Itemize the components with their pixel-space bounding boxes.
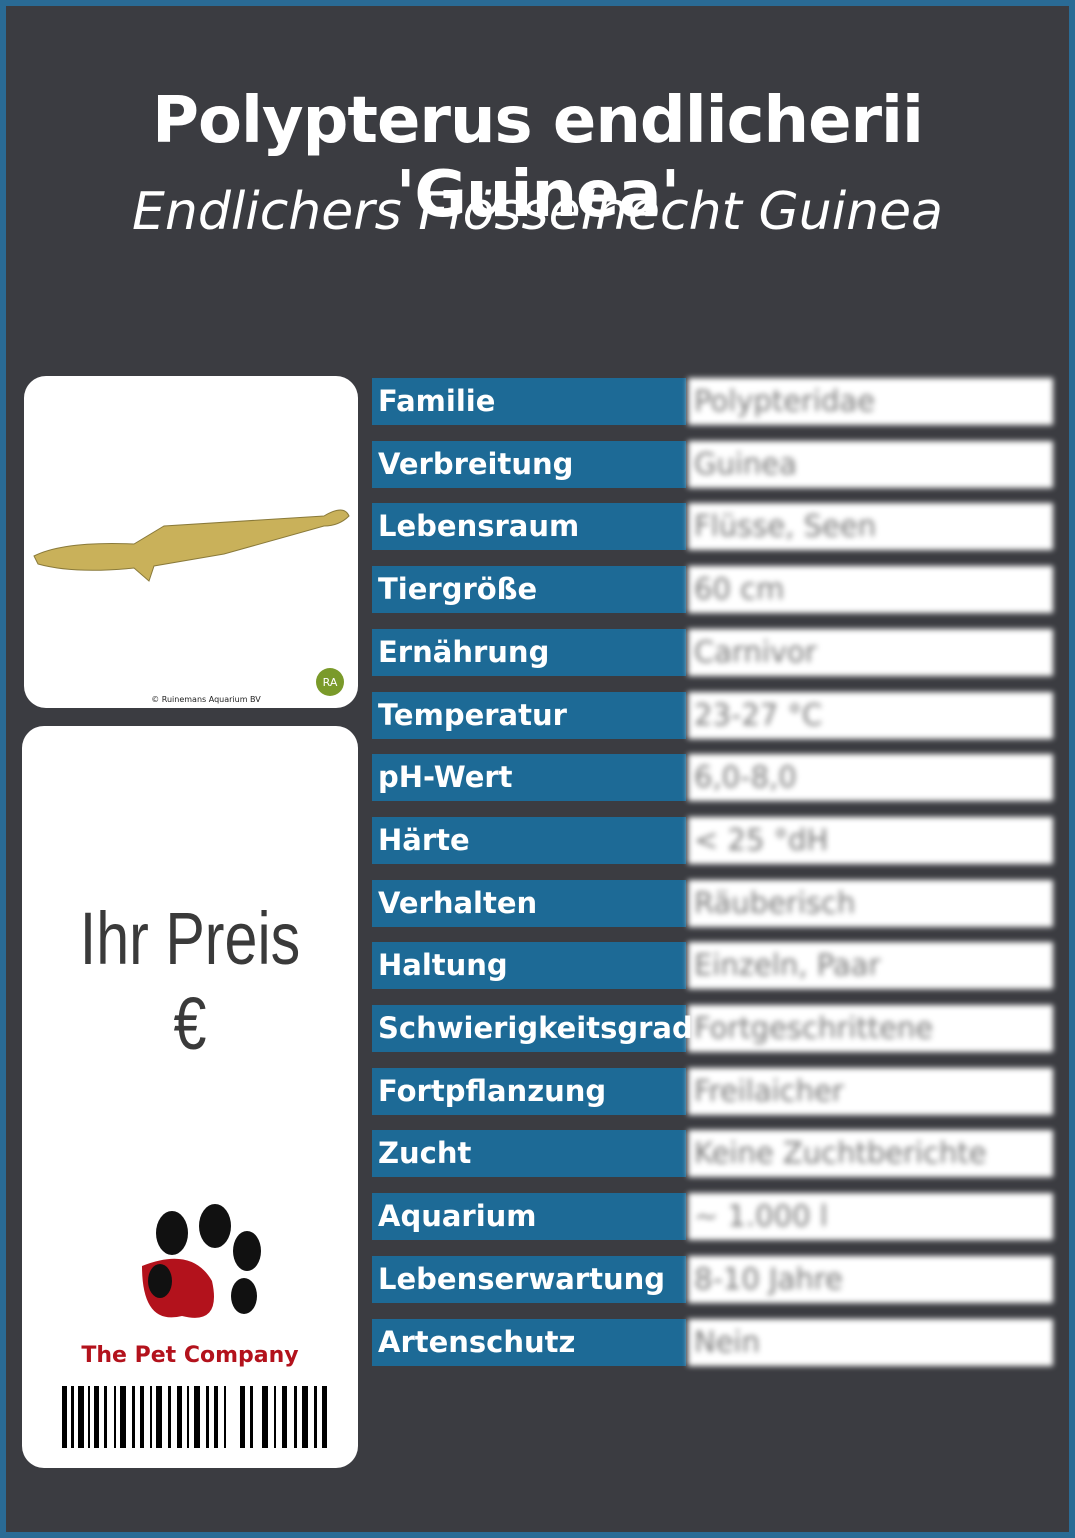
credit: © Ruinemans Aquarium BV — [151, 695, 261, 704]
row-label: Temperatur — [372, 691, 686, 739]
row-value: ~ 1.000 l — [688, 1193, 1053, 1241]
row-value: 60 cm — [688, 566, 1053, 614]
table-row: Verhalten Räuberisch — [372, 879, 1053, 927]
table-row: Lebensraum Flüsse, Seen — [372, 503, 1053, 551]
table-row: Lebenserwartung 8-10 Jahre — [372, 1255, 1053, 1303]
row-label: pH-Wert — [372, 754, 686, 802]
row-label: Härte — [372, 816, 686, 864]
row-label: Verhalten — [372, 879, 686, 927]
row-value: Nein — [688, 1318, 1053, 1366]
row-label: Schwierigkeitsgrad — [372, 1005, 693, 1052]
logo: RA — [323, 676, 338, 689]
row-value: 6,0-8,0 — [688, 754, 1053, 802]
table-row: Temperatur 23-27 °C — [372, 691, 1053, 739]
row-label: Verbreitung — [372, 440, 686, 488]
row-value: Carnivor — [688, 628, 1053, 676]
brand-graphics: The Pet Company — [62, 1204, 327, 1448]
row-label: Aquarium — [372, 1193, 686, 1241]
row-label: Lebenserwartung — [372, 1255, 686, 1303]
row-label: Artenschutz — [372, 1318, 686, 1366]
table-row: Härte < 25 °dH — [372, 816, 1053, 864]
row-label: Haltung — [372, 942, 686, 990]
table-row: Verbreitung Guinea — [372, 440, 1053, 488]
row-label: Lebensraum — [372, 503, 686, 551]
row-label: Ernährung — [372, 628, 686, 676]
table-row: Aquarium ~ 1.000 l — [372, 1193, 1053, 1241]
table-row: Artenschutz Nein — [372, 1318, 1053, 1366]
subtitle: Endlichers Flösselhecht Guinea — [132, 182, 943, 242]
row-value: < 25 °dH — [688, 816, 1053, 864]
row-value: Keine Zuchtberichte — [688, 1130, 1053, 1178]
row-value: Räuberisch — [688, 879, 1053, 927]
table-row: Schwierigkeitsgrad Fortgeschrittene — [372, 1005, 1053, 1052]
table-row: pH-Wert 6,0-8,0 — [372, 754, 1053, 802]
row-value: Fortgeschrittene — [688, 1005, 1053, 1052]
brand-name: The Pet Company — [81, 1343, 298, 1368]
row-value: 23-27 °C — [688, 691, 1053, 739]
row-label: Tiergröße — [372, 566, 686, 614]
price-card: The Pet Company Ihr Preis € — [22, 726, 358, 1468]
table-row: Ernährung Carnivor — [372, 628, 1053, 676]
price-label: Ihr Preis € — [79, 897, 301, 1065]
table-row: Familie Polypteridae — [372, 378, 1053, 425]
photo-card: RA © Ruinemans Aquarium BV — [24, 376, 358, 708]
title: Polypterus endlicherii 'Guinea' — [152, 84, 924, 232]
row-value: Guinea — [688, 440, 1053, 488]
row-label: Zucht — [372, 1130, 686, 1178]
row-value: Polypteridae — [688, 378, 1053, 425]
table-row: Zucht Keine Zuchtberichte — [372, 1130, 1053, 1178]
table-row: Haltung Einzeln, Paar — [372, 942, 1053, 990]
table-row: Tiergröße 60 cm — [372, 566, 1053, 614]
row-label: Fortpflanzung — [372, 1067, 686, 1115]
table-row: Fortpflanzung Freilaicher — [372, 1067, 1053, 1115]
row-value: Freilaicher — [688, 1067, 1053, 1115]
row-label: Familie — [372, 378, 686, 425]
row-value: Flüsse, Seen — [688, 503, 1053, 551]
fish-image: RA © Ruinemans Aquarium BV — [33, 509, 350, 704]
row-value: Einzeln, Paar — [688, 942, 1053, 990]
row-value: 8-10 Jahre — [688, 1255, 1053, 1303]
